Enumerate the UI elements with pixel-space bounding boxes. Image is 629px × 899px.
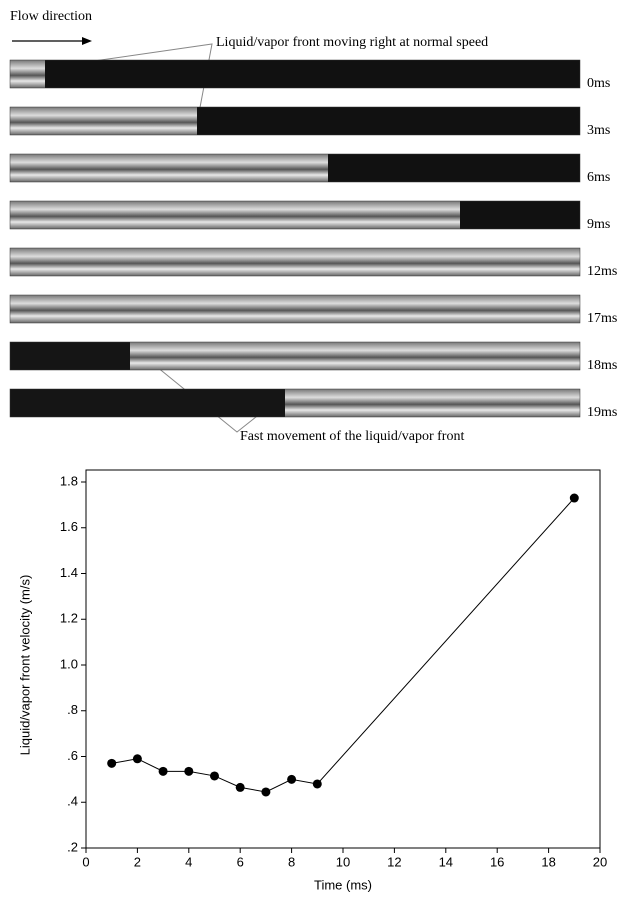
x-axis-title: Time (ms) [314,877,372,892]
data-point [107,758,117,768]
y-tick-label: .6 [67,748,78,763]
y-tick-label: .4 [67,794,78,809]
x-tick-label: 12 [387,854,401,869]
y-tick-label: 1.4 [60,565,78,580]
data-point [287,774,297,784]
data-point [158,766,168,776]
data-point [210,771,219,781]
strip-border [9,59,581,89]
plot-frame [85,469,601,849]
x-tick-label: 0 [82,854,89,869]
y-tick-label: 1.0 [60,656,78,671]
chart: Time (ms) Liquid/vapor front velocity (m… [17,469,607,892]
strip-label: 6ms [587,170,610,185]
y-tick-label: .8 [67,702,78,717]
y-tick-label: 1.8 [60,473,78,488]
vapor-region [460,201,580,229]
strip-label: 9ms [587,217,610,232]
strip-border [9,294,581,324]
data-point [261,787,271,797]
strip-label: 3ms [587,123,610,138]
y-axis-title: Liquid/vapor front velocity (m/s) [17,575,32,756]
x-tick-label: 10 [336,854,350,869]
strip-label: 18ms [587,358,617,373]
data-point [312,779,322,789]
vapor-region [10,342,130,370]
strip-label: 19ms [587,405,617,420]
x-tick-label: 18 [541,854,555,869]
x-tick-label: 8 [288,854,295,869]
strip-label: 12ms [587,264,617,279]
data-point [569,493,579,503]
x-tick-label: 14 [439,854,453,869]
y-tick-label: 1.2 [60,611,78,626]
data-point [184,766,194,776]
photo-strips: 0ms 3ms 6ms 9ms 12ms 17ms 18ms 19ms [9,59,617,420]
x-tick-label: 2 [134,854,141,869]
flow-arrowhead [82,37,92,45]
strip-border [9,153,581,183]
strip-border [9,388,581,418]
x-tick-label: 6 [237,854,244,869]
x-tick-label: 20 [593,854,607,869]
photo-strip [10,248,580,276]
y-tick-label: 1.6 [60,519,78,534]
photo-strip [10,295,580,323]
strip-border [9,247,581,277]
y-tick-label: .2 [67,839,78,854]
vapor-region [197,107,580,135]
x-tick-label: 4 [185,854,192,869]
x-tick-label: 16 [490,854,504,869]
data-point [132,754,142,764]
strip-border [9,200,581,230]
annotation-bottom: Fast movement of the liquid/vapor front [240,429,464,444]
vapor-region [328,154,580,182]
strip-border [9,341,581,371]
data-point [235,782,245,792]
annotation-top: Liquid/vapor front moving right at norma… [216,35,488,50]
vapor-region [45,60,580,88]
strip-border [9,106,581,136]
strip-label: 0ms [587,76,610,91]
vapor-region [10,389,285,417]
flow-label: Flow direction [10,9,92,24]
strip-label: 17ms [587,311,617,326]
data-line [111,497,575,793]
